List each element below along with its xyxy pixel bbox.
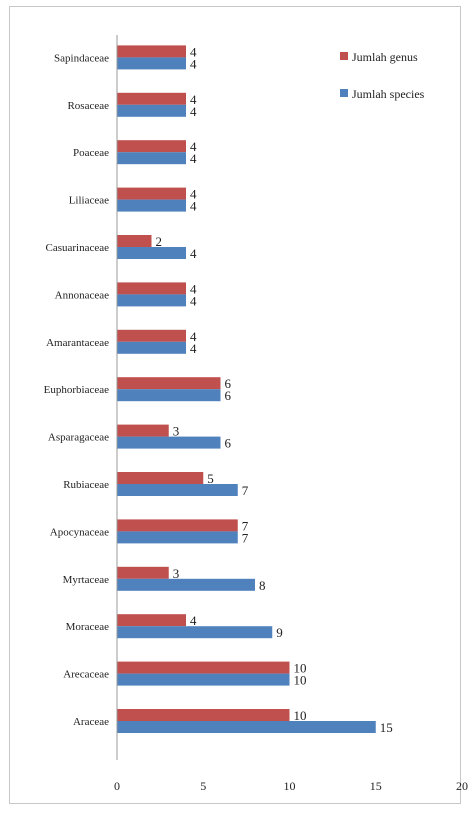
value-label-species-amarantaceae: 4 <box>190 341 197 356</box>
legend-label-species: Jumlah species <box>352 87 425 101</box>
value-label-species-arecaceae: 10 <box>294 673 307 688</box>
x-tick-label-10: 10 <box>284 779 296 793</box>
bar-species-euphorbiaceae <box>117 389 221 402</box>
bar-genus-rubiaceae <box>117 472 204 484</box>
x-tick-label-5: 5 <box>200 779 206 793</box>
bar-species-amarantaceae <box>117 341 186 354</box>
bar-genus-rosaceae <box>117 92 186 105</box>
value-label-species-apocynaceae: 7 <box>242 530 249 545</box>
value-label-species-rubiaceae: 7 <box>242 483 249 498</box>
bar-genus-araceae <box>117 709 290 721</box>
category-label-poaceae: Poaceae <box>73 147 109 159</box>
bar-species-poaceae <box>117 152 186 165</box>
legend-label-genus: Jumlah genus <box>352 50 418 64</box>
bar-species-sapindaceae <box>117 57 186 70</box>
bar-genus-arecaceae <box>117 661 290 674</box>
bar-species-asparagaceae <box>117 436 221 449</box>
category-label-casuarinaceae: Casuarinaceae <box>45 242 109 254</box>
bar-genus-annonaceae <box>117 282 186 295</box>
category-label-moraceae: Moraceae <box>66 621 109 633</box>
value-label-species-asparagaceae: 6 <box>225 436 232 451</box>
value-label-genus-apocynaceae: 7 <box>242 518 249 533</box>
category-label-arecaceae: Arecaceae <box>63 669 109 681</box>
bar-genus-euphorbiaceae <box>117 377 221 390</box>
bar-species-moraceae <box>117 626 273 639</box>
category-label-araceae: Araceae <box>73 716 109 728</box>
value-label-genus-araceae: 10 <box>294 708 307 723</box>
bar-species-araceae <box>117 721 376 733</box>
bar-genus-myrtaceae <box>117 566 169 579</box>
x-tick-label-0: 0 <box>114 779 120 793</box>
legend-swatch-species <box>340 89 348 97</box>
value-label-species-euphorbiaceae: 6 <box>225 388 232 403</box>
bar-species-rosaceae <box>117 104 186 117</box>
category-label-myrtaceae: Myrtaceae <box>63 574 110 586</box>
value-label-genus-rubiaceae: 5 <box>207 471 214 486</box>
value-label-species-moraceae: 9 <box>276 625 283 640</box>
x-tick-label-15: 15 <box>370 779 382 793</box>
value-label-species-casuarinaceae: 4 <box>190 246 197 261</box>
category-label-rubiaceae: Rubiaceae <box>63 479 109 491</box>
x-tick-label-20: 20 <box>456 779 468 793</box>
value-label-genus-rosaceae: 4 <box>190 92 197 107</box>
category-label-liliaceae: Liliaceae <box>69 195 109 207</box>
category-label-amarantaceae: Amarantaceae <box>46 337 109 349</box>
category-label-euphorbiaceae: Euphorbiaceae <box>44 384 109 396</box>
value-label-species-poaceae: 4 <box>190 151 197 166</box>
bar-genus-moraceae <box>117 614 186 627</box>
value-label-genus-annonaceae: 4 <box>190 281 197 296</box>
category-labels-layer: Araceae Arecaceae Moraceae Myrtaceae Apocyna… <box>44 52 109 728</box>
legend-swatch-genus <box>340 52 348 60</box>
category-label-sapindaceae: Sapindaceae <box>54 52 109 64</box>
bar-genus-liliaceae <box>117 187 186 200</box>
value-label-genus-poaceae: 4 <box>190 139 197 154</box>
value-label-genus-euphorbiaceae: 6 <box>225 376 232 391</box>
value-label-genus-sapindaceae: 4 <box>190 44 197 59</box>
value-label-genus-arecaceae: 10 <box>294 661 307 676</box>
bar-genus-casuarinaceae <box>117 235 152 247</box>
value-label-species-rosaceae: 4 <box>190 104 197 119</box>
x-axis-ticks: 0 5 10 15 20 <box>114 779 468 793</box>
category-label-rosaceae: Rosaceae <box>67 100 109 112</box>
legend: Jumlah genus Jumlah species <box>340 50 425 101</box>
bar-species-annonaceae <box>117 294 186 307</box>
value-label-species-liliaceae: 4 <box>190 199 197 214</box>
value-label-genus-moraceae: 4 <box>190 613 197 628</box>
bar-genus-amarantaceae <box>117 329 186 342</box>
bar-genus-sapindaceae <box>117 45 186 58</box>
bar-species-rubiaceae <box>117 484 238 496</box>
value-label-genus-amarantaceae: 4 <box>190 329 197 344</box>
bar-genus-poaceae <box>117 140 186 153</box>
value-label-genus-asparagaceae: 3 <box>173 424 180 439</box>
value-label-species-araceae: 15 <box>380 720 393 735</box>
category-label-annonaceae: Annonaceae <box>55 289 109 301</box>
bar-species-arecaceae <box>117 673 290 686</box>
bar-species-myrtaceae <box>117 578 255 591</box>
bar-genus-asparagaceae <box>117 424 169 437</box>
bar-species-casuarinaceae <box>117 247 186 259</box>
value-label-genus-myrtaceae: 3 <box>173 566 180 581</box>
category-label-apocynaceae: Apocynaceae <box>50 526 109 538</box>
category-label-asparagaceae: Asparagaceae <box>48 432 109 444</box>
value-label-species-myrtaceae: 8 <box>259 578 266 593</box>
bar-species-apocynaceae <box>117 531 238 544</box>
bar-genus-apocynaceae <box>117 519 238 532</box>
value-label-species-annonaceae: 4 <box>190 293 197 308</box>
value-label-genus-liliaceae: 4 <box>190 187 197 202</box>
bar-species-liliaceae <box>117 199 186 212</box>
value-label-genus-casuarinaceae: 2 <box>156 234 163 249</box>
bars-layer <box>117 45 376 733</box>
value-label-species-sapindaceae: 4 <box>190 56 197 71</box>
